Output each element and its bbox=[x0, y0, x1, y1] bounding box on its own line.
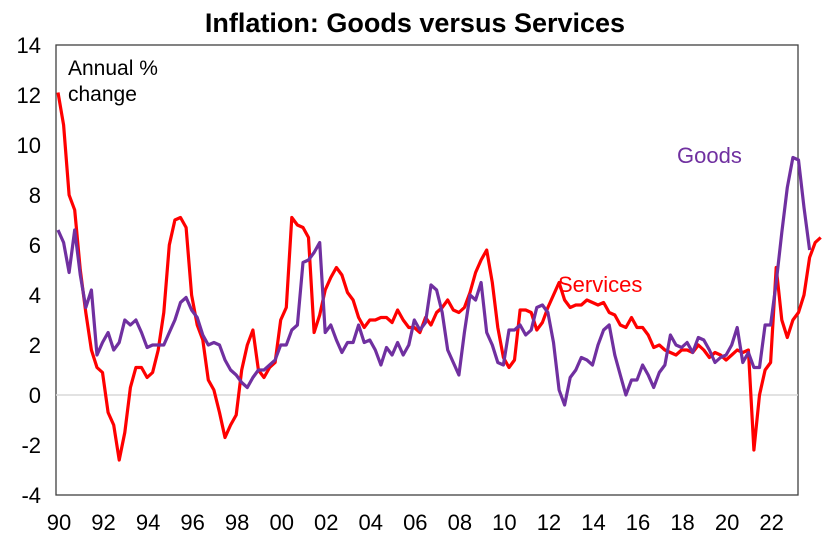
series-layer bbox=[56, 92, 822, 462]
chart-title: Inflation: Goods versus Services bbox=[205, 8, 625, 38]
y-tick-label: 6 bbox=[29, 233, 41, 258]
plot-frame bbox=[55, 44, 799, 496]
y-tick-label: 4 bbox=[29, 283, 41, 308]
x-tick-label: 18 bbox=[670, 510, 694, 535]
y-tick-label: 0 bbox=[29, 383, 41, 408]
series-line-goods bbox=[56, 155, 812, 407]
x-tick-label: 08 bbox=[448, 510, 472, 535]
y-tick-label: 8 bbox=[29, 183, 41, 208]
x-tick-label: 02 bbox=[314, 510, 338, 535]
y-tick-label: -2 bbox=[21, 433, 41, 458]
y-axis: 14 12 10 8 6 4 2 0 -2 -4 bbox=[17, 33, 41, 508]
y-tick-label: -4 bbox=[21, 483, 41, 508]
series-label-services: Services bbox=[558, 272, 642, 297]
x-tick-label: 90 bbox=[47, 510, 71, 535]
x-tick-label: 10 bbox=[492, 510, 516, 535]
x-tick-label: 16 bbox=[626, 510, 650, 535]
y-tick-label: 2 bbox=[29, 333, 41, 358]
x-tick-label: 96 bbox=[180, 510, 204, 535]
x-tick-label: 94 bbox=[136, 510, 160, 535]
x-tick-label: 98 bbox=[225, 510, 249, 535]
series-label-goods: Goods bbox=[677, 143, 742, 168]
x-tick-label: 22 bbox=[759, 510, 783, 535]
y-tick-label: 12 bbox=[17, 83, 41, 108]
y-tick-label: 14 bbox=[17, 33, 41, 58]
x-tick-label: 20 bbox=[715, 510, 739, 535]
plot-area bbox=[55, 44, 799, 496]
annotation-line-2: change bbox=[68, 83, 137, 106]
x-tick-label: 92 bbox=[91, 510, 115, 535]
x-tick-label: 06 bbox=[403, 510, 427, 535]
x-tick-label: 00 bbox=[269, 510, 293, 535]
x-tick-label: 14 bbox=[581, 510, 605, 535]
x-tick-label: 12 bbox=[537, 510, 561, 535]
y-tick-label: 10 bbox=[17, 133, 41, 158]
x-tick-label: 04 bbox=[359, 510, 383, 535]
annotation-line-1: Annual % bbox=[68, 57, 158, 80]
x-axis: 90 92 94 96 98 00 02 04 06 08 10 12 14 16 18 20 22 bbox=[47, 510, 784, 535]
